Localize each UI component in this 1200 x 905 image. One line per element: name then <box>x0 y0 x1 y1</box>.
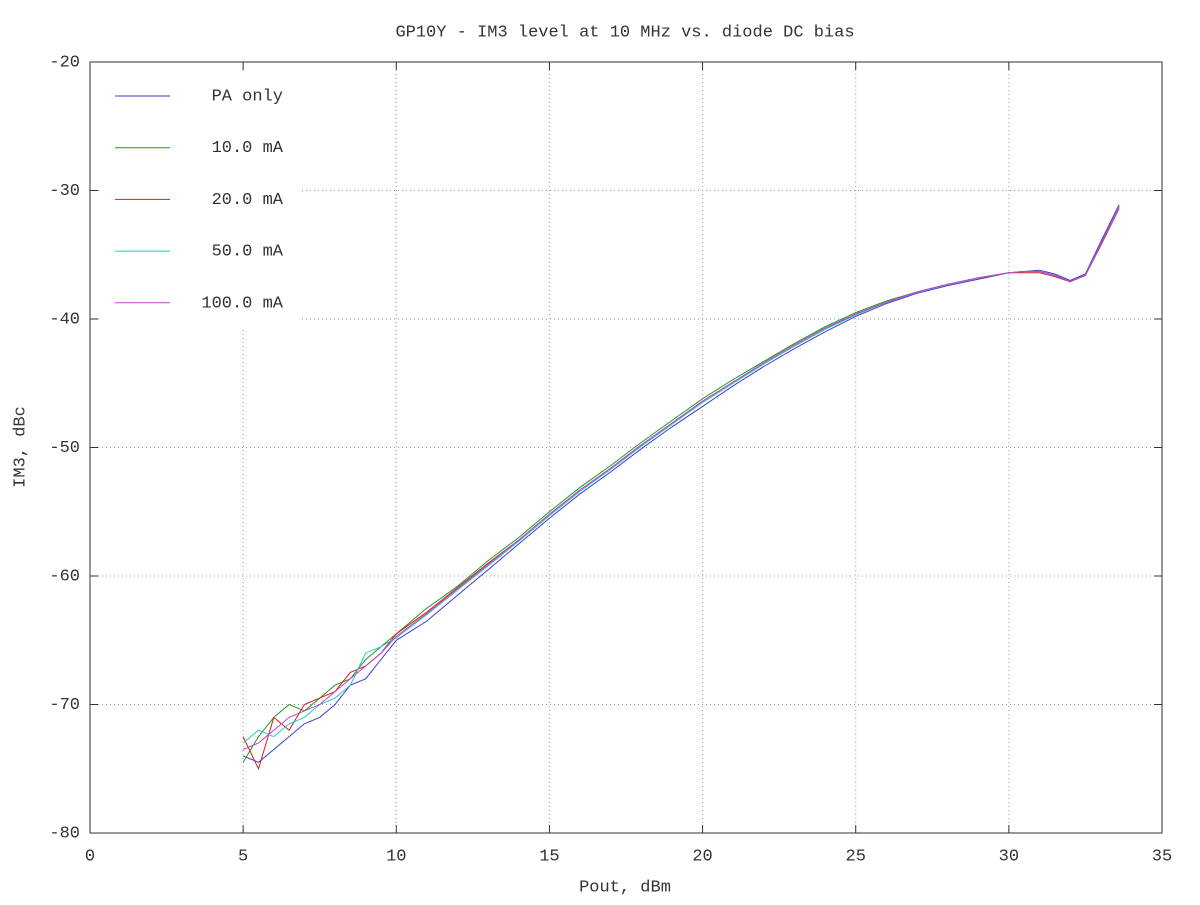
x-tick-label: 5 <box>238 847 248 866</box>
legend-label: 50.0 mA <box>212 243 284 262</box>
x-tick-label: 10 <box>386 847 406 866</box>
data-line <box>242 204 1120 763</box>
y-tick-label: -70 <box>49 696 80 715</box>
x-tick-label: 35 <box>1152 847 1172 866</box>
y-tick-label: -80 <box>49 824 80 843</box>
legend-label: 10.0 mA <box>212 139 284 158</box>
x-tick-label: 15 <box>539 847 559 866</box>
legend-label: 20.0 mA <box>212 191 284 210</box>
x-tick-label: 0 <box>85 847 95 866</box>
y-axis-label: IM3, dBc <box>11 406 30 488</box>
x-tick-label: 25 <box>846 847 866 866</box>
y-tick-label: -30 <box>49 182 80 201</box>
x-tick-label: 30 <box>999 847 1019 866</box>
y-tick-label: -20 <box>49 53 80 72</box>
x-tick-label: 20 <box>692 847 712 866</box>
plot-border <box>89 61 1163 834</box>
data-line <box>242 208 1120 771</box>
x-axis-label: Pout, dBm <box>579 878 671 897</box>
data-line <box>242 206 1120 763</box>
y-tick-label: -60 <box>49 567 80 586</box>
y-tick-label: -40 <box>49 310 80 329</box>
data-line <box>242 205 1120 750</box>
chart-title: GP10Y - IM3 level at 10 MHz vs. diode DC… <box>395 23 854 42</box>
legend-background <box>100 72 300 330</box>
data-line <box>242 206 1120 744</box>
legend-label: PA only <box>212 87 283 106</box>
legend-label: 100.0 mA <box>201 294 283 313</box>
y-tick-label: -50 <box>49 439 80 458</box>
